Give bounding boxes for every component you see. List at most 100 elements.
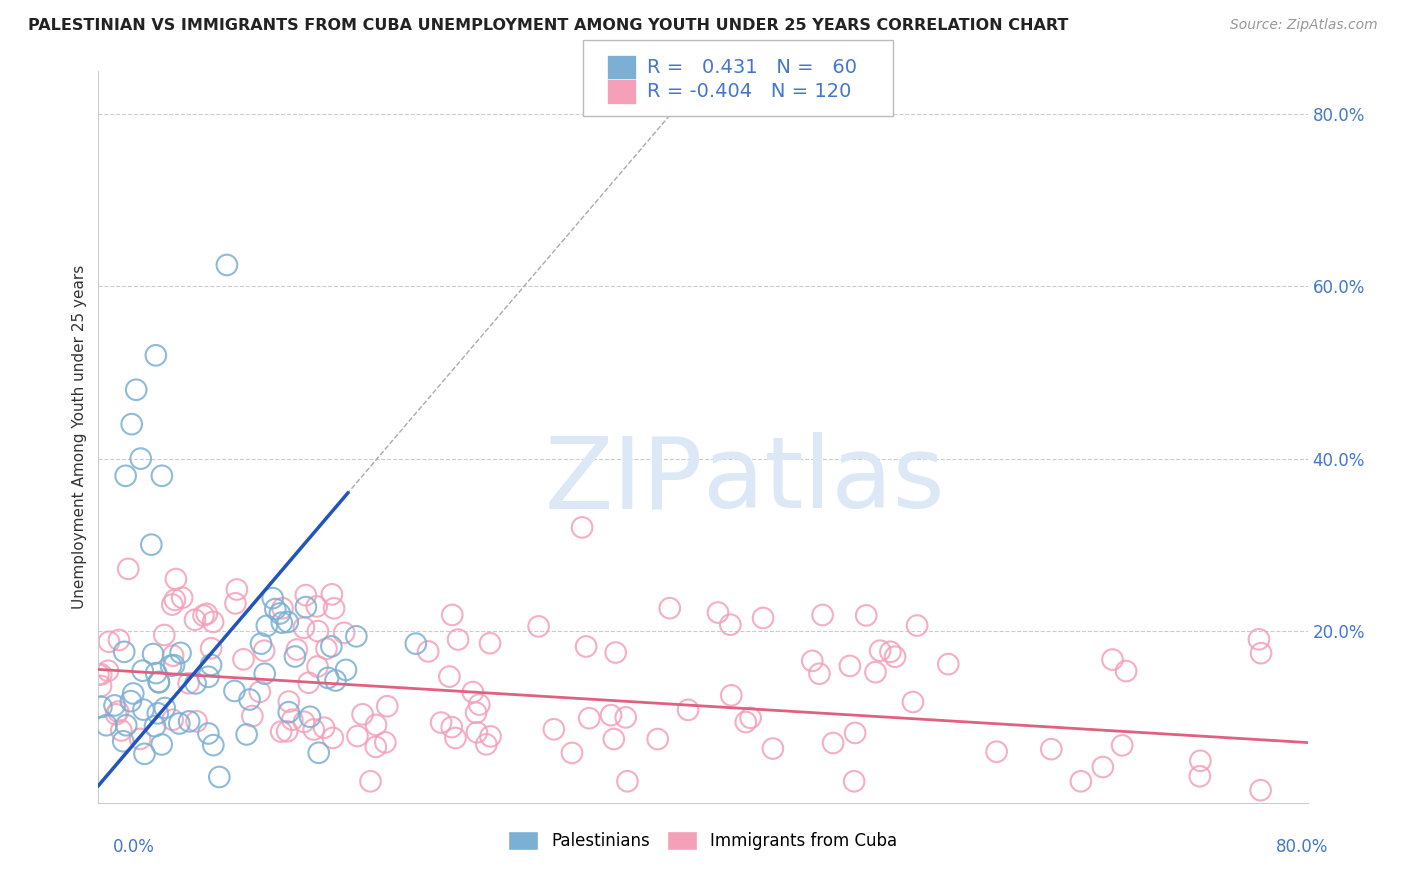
Point: [277, 705, 299, 719]
Point: [575, 640, 598, 654]
Point: [1101, 652, 1123, 666]
Point: [1115, 664, 1137, 678]
Point: [121, 417, 143, 432]
Point: [720, 689, 742, 703]
Point: [1250, 646, 1272, 660]
Point: [307, 624, 329, 639]
Point: [134, 747, 156, 761]
Point: [308, 746, 330, 760]
Point: [752, 611, 775, 625]
Point: [614, 710, 637, 724]
Point: [986, 745, 1008, 759]
Point: [197, 726, 219, 740]
Point: [374, 735, 396, 749]
Point: [129, 731, 152, 746]
Text: PALESTINIAN VS IMMIGRANTS FROM CUBA UNEMPLOYMENT AMONG YOUTH UNDER 25 YEARS CORR: PALESTINIAN VS IMMIGRANTS FROM CUBA UNEM…: [28, 18, 1069, 33]
Point: [658, 601, 681, 615]
Point: [285, 642, 308, 657]
Point: [162, 648, 184, 663]
Point: [647, 732, 669, 747]
Point: [177, 676, 200, 690]
Point: [468, 698, 491, 712]
Point: [346, 729, 368, 743]
Point: [186, 714, 208, 729]
Text: atlas: atlas: [703, 433, 945, 530]
Point: [112, 645, 135, 659]
Y-axis label: Unemployment Among Youth under 25 years: Unemployment Among Youth under 25 years: [72, 265, 87, 609]
Point: [193, 608, 215, 623]
Point: [375, 699, 398, 714]
Point: [762, 741, 785, 756]
Point: [1189, 754, 1212, 768]
Point: [305, 599, 328, 614]
Point: [232, 652, 254, 666]
Point: [145, 666, 167, 681]
Point: [150, 738, 173, 752]
Point: [165, 572, 187, 586]
Point: [823, 736, 845, 750]
Point: [163, 658, 186, 673]
Point: [325, 673, 347, 688]
Point: [90, 679, 112, 693]
Point: [605, 646, 627, 660]
Point: [114, 468, 136, 483]
Text: 0.0%: 0.0%: [112, 838, 155, 856]
Point: [844, 726, 866, 740]
Point: [160, 658, 183, 673]
Point: [321, 587, 343, 601]
Point: [905, 618, 928, 632]
Point: [315, 641, 337, 656]
Point: [439, 670, 461, 684]
Point: [235, 727, 257, 741]
Point: [321, 640, 343, 654]
Point: [103, 698, 125, 713]
Point: [269, 607, 291, 621]
Point: [1111, 739, 1133, 753]
Point: [316, 671, 339, 685]
Point: [475, 737, 498, 751]
Point: [936, 657, 959, 672]
Point: [307, 659, 329, 673]
Point: [225, 582, 247, 597]
Point: [364, 718, 387, 732]
Point: [141, 538, 163, 552]
Point: [1247, 632, 1270, 647]
Text: 80.0%: 80.0%: [1277, 838, 1329, 856]
Point: [284, 649, 307, 664]
Point: [270, 615, 292, 630]
Point: [200, 657, 222, 672]
Point: [616, 774, 638, 789]
Text: Source: ZipAtlas.com: Source: ZipAtlas.com: [1230, 18, 1378, 32]
Point: [865, 665, 887, 680]
Point: [195, 607, 218, 621]
Point: [295, 600, 318, 615]
Point: [314, 721, 336, 735]
Point: [162, 713, 184, 727]
Point: [479, 636, 502, 650]
Point: [364, 739, 387, 754]
Point: [844, 774, 866, 789]
Point: [299, 710, 322, 724]
Point: [811, 607, 834, 622]
Point: [405, 637, 427, 651]
Point: [1070, 774, 1092, 789]
Point: [869, 643, 891, 657]
Point: [96, 718, 118, 732]
Point: [148, 674, 170, 689]
Point: [461, 685, 484, 699]
Point: [1188, 769, 1211, 783]
Point: [132, 703, 155, 717]
Point: [676, 703, 699, 717]
Text: ZIP: ZIP: [544, 433, 703, 530]
Point: [122, 686, 145, 700]
Point: [465, 706, 488, 720]
Point: [184, 613, 207, 627]
Point: [240, 709, 263, 723]
Point: [879, 645, 901, 659]
Point: [323, 601, 346, 615]
Point: [148, 675, 170, 690]
Point: [146, 706, 169, 721]
Point: [117, 562, 139, 576]
Point: [163, 592, 186, 607]
Point: [162, 598, 184, 612]
